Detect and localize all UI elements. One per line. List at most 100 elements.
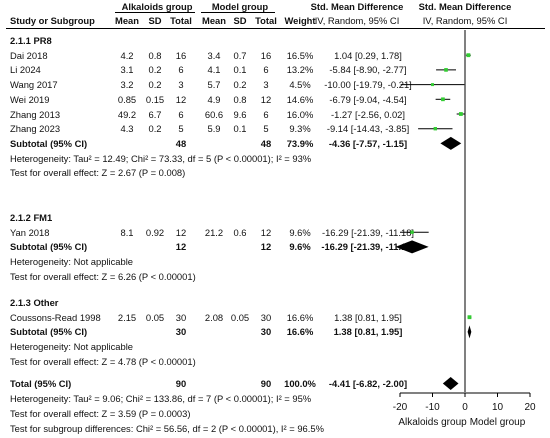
study-ci: -6.79 [-9.04, -4.54] xyxy=(329,93,407,105)
total-label: Total (95% CI) xyxy=(10,378,72,389)
header-bottom-rule xyxy=(6,28,545,29)
study-ci: 1.04 [0.29, 1.78] xyxy=(334,49,402,61)
study-weight: 16.6% xyxy=(286,311,314,323)
subtotal-weight: 73.9% xyxy=(286,137,314,149)
footer-heterogeneity: Heterogeneity: Tau² = 9.06; Chi² = 133.8… xyxy=(10,393,312,404)
footer-subgroup-differences: Test for subgroup differences: Chi² = 56… xyxy=(10,423,324,434)
header-alkaloids-group: Alkaloids group xyxy=(121,1,193,12)
study-mean-1: 4.2 xyxy=(120,49,134,61)
study-ci: -5.84 [-8.90, -2.77] xyxy=(329,64,407,76)
pooled-effect-diamond xyxy=(440,136,462,150)
study-name: Yan 2018 xyxy=(10,226,50,238)
x-axis-tick-label: -10 xyxy=(425,402,440,413)
study-total-2: 12 xyxy=(260,226,272,238)
study-name: Zhang 2023 xyxy=(10,123,61,135)
study-sd-2: 9.6 xyxy=(233,108,247,120)
study-sd-2: 0.2 xyxy=(233,79,247,91)
header-total-2: Total xyxy=(255,15,277,26)
subtotal-weight: 9.6% xyxy=(289,241,311,253)
header-mean-1: Mean xyxy=(115,15,139,26)
total-total-1: 90 xyxy=(175,378,187,389)
study-total-1: 3 xyxy=(178,79,184,91)
study-mean-2: 3.4 xyxy=(207,49,221,61)
subtotal-total-1: 48 xyxy=(175,137,187,149)
x-axis-tick-label: 20 xyxy=(524,402,536,413)
header-weight: Weight xyxy=(284,15,316,26)
header-std-mean-difference: Std. Mean Difference xyxy=(310,1,404,12)
study-sd-2: 0.1 xyxy=(233,64,247,76)
x-axis-tick-label: 0 xyxy=(462,402,468,413)
study-effect-marker xyxy=(466,53,471,58)
study-total-2: 5 xyxy=(263,123,269,135)
study-effect-marker xyxy=(467,315,472,320)
study-total-2: 3 xyxy=(263,79,269,91)
subgroup-heterogeneity: Heterogeneity: Not applicable xyxy=(10,341,133,353)
study-sd-2: 0.7 xyxy=(233,49,247,61)
subgroup-overall-effect: Test for overall effect: Z = 6.26 (P < 0… xyxy=(10,270,196,282)
study-total-1: 12 xyxy=(175,93,187,105)
study-mean-1: 3.1 xyxy=(120,64,134,76)
study-sd-2: 0.05 xyxy=(230,311,250,323)
study-mean-2: 4.1 xyxy=(207,64,221,76)
study-effect-marker xyxy=(431,83,434,87)
study-sd-1: 0.15 xyxy=(145,93,165,105)
study-weight: 4.5% xyxy=(289,79,311,91)
study-weight: 14.6% xyxy=(286,93,314,105)
header-mean-2: Mean xyxy=(202,15,226,26)
subtotal-label: Subtotal (95% CI) xyxy=(10,241,88,253)
header-sd-2: SD xyxy=(233,15,247,26)
study-mean-1: 2.15 xyxy=(117,311,137,323)
header-study: Study or Subgroup xyxy=(10,15,95,26)
subtotal-total-2: 30 xyxy=(260,326,272,338)
study-total-1: 6 xyxy=(178,64,184,76)
subtotal-label: Subtotal (95% CI) xyxy=(10,137,88,149)
study-total-2: 30 xyxy=(260,311,272,323)
study-total-2: 6 xyxy=(263,108,269,120)
study-sd-1: 0.8 xyxy=(148,49,162,61)
study-mean-2: 5.9 xyxy=(207,123,221,135)
subtotal-ci: 1.38 [0.81, 1.95] xyxy=(333,326,403,338)
study-name: Li 2024 xyxy=(10,64,41,76)
study-sd-1: 0.92 xyxy=(145,226,165,238)
header-forest-std-mean-difference: Std. Mean Difference xyxy=(418,1,512,12)
study-effect-marker xyxy=(444,68,448,72)
study-sd-2: 0.8 xyxy=(233,93,247,105)
study-total-1: 16 xyxy=(175,49,187,61)
study-mean-1: 3.2 xyxy=(120,79,134,91)
study-total-2: 16 xyxy=(260,49,272,61)
pooled-effect-diamond xyxy=(395,240,429,254)
study-effect-marker xyxy=(458,112,463,116)
subtotal-label: Subtotal (95% CI) xyxy=(10,326,88,338)
subgroup-heterogeneity: Heterogeneity: Tau² = 12.49; Chi² = 73.3… xyxy=(10,152,312,164)
study-name: Wei 2019 xyxy=(10,93,50,105)
study-mean-2: 4.9 xyxy=(207,93,221,105)
subtotal-total-2: 48 xyxy=(260,137,272,149)
pooled-effect-diamond xyxy=(467,325,472,339)
x-axis-tick-label: -20 xyxy=(393,402,408,413)
x-axis-label-right: Model group xyxy=(470,417,526,428)
study-mean-1: 4.3 xyxy=(120,123,134,135)
study-weight: 16.0% xyxy=(286,108,314,120)
study-mean-2: 2.08 xyxy=(204,311,224,323)
study-effect-marker xyxy=(441,97,445,102)
study-effect-marker xyxy=(433,127,437,131)
header-model-group: Model group xyxy=(211,1,269,12)
header-sd-1: SD xyxy=(148,15,162,26)
study-mean-2: 5.7 xyxy=(207,79,221,91)
study-name: Dai 2018 xyxy=(10,49,48,61)
subgroup-heterogeneity: Heterogeneity: Not applicable xyxy=(10,256,133,268)
study-total-1: 30 xyxy=(175,311,187,323)
study-effect-marker xyxy=(410,230,414,234)
header-ci: IV, Random, 95% CI xyxy=(314,15,400,26)
subtotal-ci: -4.36 [-7.57, -1.15] xyxy=(328,137,408,149)
study-sd-1: 0.2 xyxy=(148,123,162,135)
study-total-2: 12 xyxy=(260,93,272,105)
header-total-1: Total xyxy=(170,15,192,26)
study-mean-2: 60.6 xyxy=(204,108,224,120)
study-ci: -16.29 [-21.39, -11.18] xyxy=(321,226,415,238)
subgroup-title: 2.1.1 PR8 xyxy=(10,35,52,46)
header-forest-ci: IV, Random, 95% CI xyxy=(422,15,508,26)
study-sd-2: 0.1 xyxy=(233,123,247,135)
